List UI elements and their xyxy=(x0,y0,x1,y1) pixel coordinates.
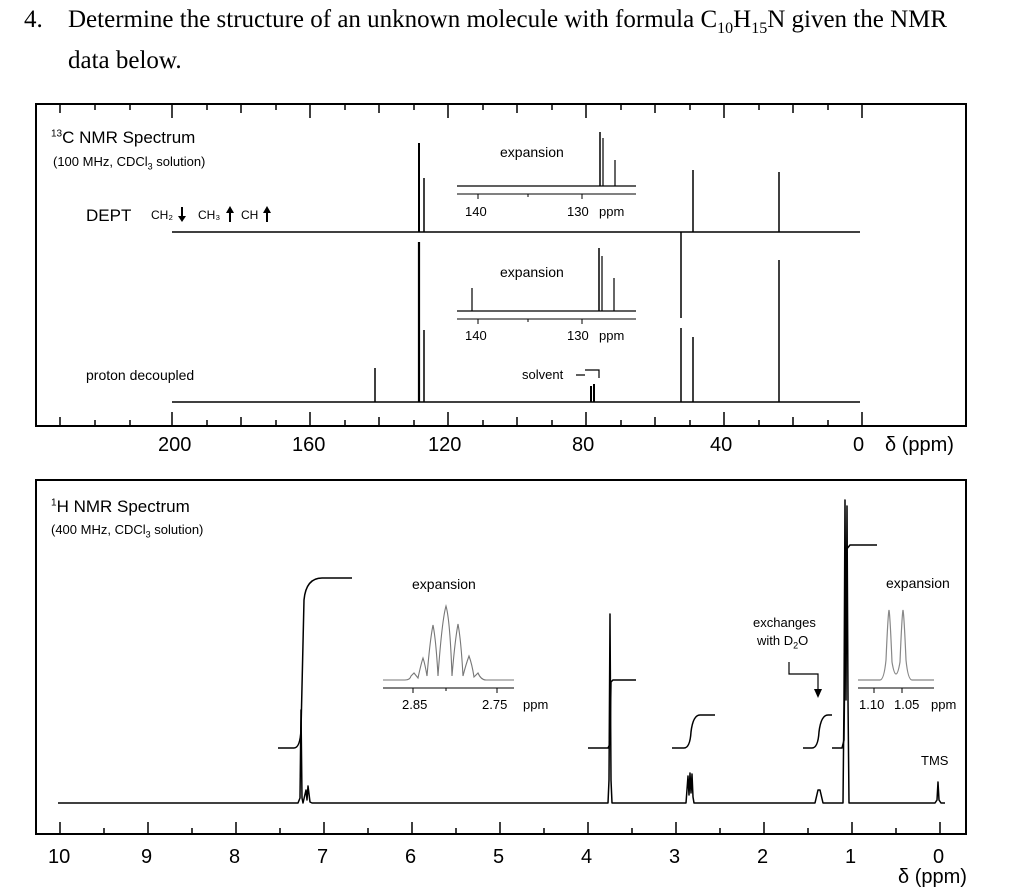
h1-axis-label-1: 1 xyxy=(845,846,857,868)
decoupled-label: proton decoupled xyxy=(86,367,195,383)
arrow-down-icon xyxy=(178,207,186,222)
septet-expansion-unit: ppm xyxy=(523,697,549,712)
dept-key-arrows xyxy=(178,206,271,222)
question-line1-end: N given the NMR xyxy=(767,6,948,33)
c13-axis-label-160: 160 xyxy=(292,434,326,456)
h1-axis-label-6: 6 xyxy=(405,846,417,868)
dept-label: DEPT xyxy=(86,206,132,225)
h1-expansion-doublet xyxy=(858,609,934,693)
question-line1: Determine the structure of an unknown mo… xyxy=(68,6,718,33)
arrow-down-icon xyxy=(814,689,822,698)
h1-title: 1H NMR Spectrum xyxy=(51,497,190,516)
h1-axis-label-8: 8 xyxy=(229,846,241,868)
doublet-tick-1.10: 1.10 xyxy=(859,697,885,712)
h1-panel xyxy=(35,479,967,835)
arrow-up-icon xyxy=(226,206,234,222)
dept-expansion-tick-130: 130 xyxy=(567,204,589,219)
solvent-bracket xyxy=(576,369,600,378)
dept-expansion-tick-140: 140 xyxy=(465,204,487,219)
dept-key-ch2: CH₂ xyxy=(151,208,173,222)
h1-axis-label-5: 5 xyxy=(493,846,505,868)
h1-septet-expansion-label: expansion xyxy=(412,576,476,592)
integral-2.82-1H xyxy=(672,714,715,749)
h1-axis-label-10: 10 xyxy=(48,846,71,868)
c13-decoupled-expansion xyxy=(457,248,636,324)
h1-axis-label-7: 7 xyxy=(317,846,329,868)
septet-tick-2.85: 2.85 xyxy=(402,697,428,712)
c13-axis-unit: δ (ppm) xyxy=(885,434,954,456)
solvent-label: solvent xyxy=(522,367,564,382)
c13-title: 13C NMR Spectrum xyxy=(51,128,196,147)
septet-tick-2.75: 2.75 xyxy=(482,697,508,712)
c13-solvent-peak xyxy=(590,384,595,402)
c13-panel xyxy=(35,103,967,427)
doublet-tick-1.05: 1.05 xyxy=(894,697,920,712)
exchange-label-line1: exchanges xyxy=(753,615,816,630)
dept-expansion-unit: ppm xyxy=(599,204,625,219)
c13-bottom-ticks xyxy=(59,412,863,426)
septet-trace xyxy=(383,603,514,681)
c13-axis-label-120: 120 xyxy=(428,434,462,456)
integral-1.07-6H xyxy=(832,544,877,749)
question-body: Determine the structure of an unknown mo… xyxy=(68,4,1018,77)
h1-bottom-ticks xyxy=(59,822,941,834)
dept-key-ch: CH xyxy=(241,208,259,222)
h1-axis-label-2: 2 xyxy=(757,846,769,868)
c13-frame xyxy=(35,103,967,427)
tms-label: TMS xyxy=(921,753,949,768)
h1-axis-label-9: 9 xyxy=(141,846,153,868)
question-number: 4. xyxy=(24,6,43,33)
exchange-label-line2: with D2O xyxy=(757,633,809,651)
c13-axis-label-40: 40 xyxy=(710,434,733,456)
h1-doublet-expansion-label: expansion xyxy=(886,575,950,591)
h1-spectrum-trace xyxy=(58,499,945,804)
integral-aromatic-5H xyxy=(278,577,352,749)
c13-dept-expansion xyxy=(457,132,636,199)
decoupled-expansion-tick-130: 130 xyxy=(567,328,589,343)
arrow-up-icon xyxy=(263,206,271,222)
decoupled-expansion-unit: ppm xyxy=(599,328,625,343)
h1-axis-label-0: 0 xyxy=(933,846,945,868)
decoupled-expansion-tick-140: 140 xyxy=(465,328,487,343)
formula-h-count: 15 xyxy=(751,20,768,37)
h1-axis-label-3: 3 xyxy=(669,846,681,868)
c13-axis-label-200: 200 xyxy=(158,434,192,456)
h1-expansion-septet xyxy=(383,603,514,693)
integral-3.75-2H xyxy=(588,679,636,749)
formula-c-count: 10 xyxy=(717,20,734,37)
decoupled-expansion-label: expansion xyxy=(500,264,564,280)
h1-axis-unit: δ (ppm) xyxy=(898,866,967,888)
doublet-expansion-unit: ppm xyxy=(931,697,957,712)
doublet-trace xyxy=(858,609,934,681)
h1-frame xyxy=(35,479,967,835)
h1-axis-label-4: 4 xyxy=(581,846,593,868)
h1-conditions: (400 MHz, CDCl3 solution) xyxy=(51,522,204,540)
formula-h: H xyxy=(733,6,752,33)
c13-conditions: (100 MHz, CDCl3 solution) xyxy=(53,154,206,172)
c13-axis-label-80: 80 xyxy=(572,434,595,456)
c13-top-ticks xyxy=(59,104,863,118)
integral-1.35-1H xyxy=(803,714,832,749)
dept-expansion-label: expansion xyxy=(500,144,564,160)
exchange-pointer-line xyxy=(788,662,819,690)
dept-key-ch3: CH₃ xyxy=(198,208,221,222)
question-line2: data below. xyxy=(68,47,182,74)
c13-axis-label-0: 0 xyxy=(853,434,865,456)
